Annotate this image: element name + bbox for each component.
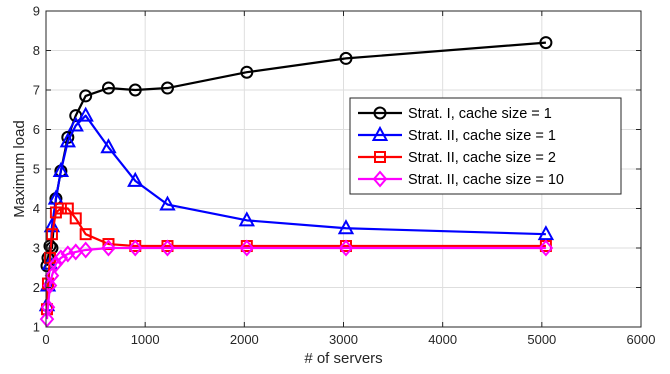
data-point bbox=[100, 138, 117, 154]
legend-marker bbox=[374, 151, 386, 163]
data-point bbox=[52, 161, 70, 177]
legend-label: Strat. II, cache size = 1 bbox=[408, 128, 556, 144]
data-point bbox=[77, 106, 94, 122]
legend-item-3: Strat. II, cache size = 2 bbox=[358, 150, 556, 166]
data-point bbox=[40, 298, 56, 316]
legend-label: Strat. I, cache size = 1 bbox=[408, 106, 552, 122]
legend-marker bbox=[372, 170, 388, 188]
data-point bbox=[239, 239, 255, 257]
axis-ticks: 0 1000 2000 3000 4000 5000 6000 1 2 3 4 5 6 7 8 9 bbox=[33, 4, 656, 348]
data-point bbox=[39, 310, 55, 328]
data-point bbox=[240, 65, 254, 79]
x-tick-label: 1000 bbox=[131, 332, 160, 347]
data-point bbox=[160, 81, 174, 95]
x-tick-label: 2000 bbox=[230, 332, 259, 347]
x-tick-label: 5000 bbox=[527, 332, 556, 347]
y-tick-label: 1 bbox=[33, 320, 40, 335]
data-point bbox=[101, 239, 116, 257]
data-point bbox=[48, 255, 64, 273]
legend-marker bbox=[373, 106, 387, 120]
data-point bbox=[53, 249, 69, 267]
y-tick-label: 6 bbox=[33, 122, 40, 137]
series-line bbox=[45, 207, 546, 310]
data-point bbox=[128, 83, 142, 97]
y-tick-label: 4 bbox=[33, 201, 40, 216]
series-line bbox=[45, 246, 546, 320]
x-tick-label: 0 bbox=[42, 332, 49, 347]
y-tick-label: 7 bbox=[33, 83, 40, 98]
series-4 bbox=[39, 239, 554, 328]
data-point bbox=[67, 116, 84, 132]
y-tick-label: 3 bbox=[33, 241, 40, 256]
y-axis-title: Maximum load bbox=[11, 120, 28, 218]
data-point bbox=[127, 171, 144, 187]
data-point bbox=[59, 132, 76, 148]
legend-label: Strat. II, cache size = 2 bbox=[408, 150, 556, 166]
legend-item-1: Strat. I, cache size = 1 bbox=[358, 106, 552, 122]
data-point bbox=[537, 225, 555, 241]
data-point bbox=[69, 212, 82, 225]
y-tick-label: 5 bbox=[33, 162, 40, 177]
legend-label: Strat. II, cache size = 10 bbox=[408, 172, 564, 188]
x-tick-label: 3000 bbox=[329, 332, 358, 347]
data-point bbox=[127, 239, 143, 257]
legend-marker bbox=[371, 125, 389, 141]
data-point bbox=[159, 195, 176, 211]
legend-item-4: Strat. II, cache size = 10 bbox=[358, 170, 564, 188]
data-point bbox=[337, 219, 355, 235]
x-tick-label: 4000 bbox=[428, 332, 457, 347]
series-3 bbox=[40, 202, 552, 316]
data-point bbox=[61, 202, 74, 215]
data-point bbox=[538, 239, 554, 257]
data-point bbox=[238, 211, 255, 227]
data-point bbox=[101, 81, 115, 95]
legend-item-2: Strat. II, cache size = 1 bbox=[358, 125, 556, 144]
series-layer bbox=[38, 36, 555, 328]
data-point bbox=[78, 241, 93, 259]
data-point bbox=[44, 267, 60, 285]
data-point bbox=[338, 239, 354, 257]
data-point bbox=[79, 228, 92, 241]
y-tick-label: 2 bbox=[33, 280, 40, 295]
legend: Strat. I, cache size = 1 Strat. II, cache… bbox=[349, 97, 622, 195]
data-point bbox=[539, 36, 553, 50]
data-point bbox=[60, 245, 76, 263]
data-point bbox=[45, 228, 58, 241]
data-point bbox=[339, 51, 353, 65]
y-tick-label: 9 bbox=[33, 4, 40, 19]
x-tick-label: 6000 bbox=[627, 332, 656, 347]
x-axis-title: # of servers bbox=[304, 350, 382, 367]
y-tick-label: 8 bbox=[33, 43, 40, 58]
data-point bbox=[79, 89, 93, 103]
data-point bbox=[160, 239, 175, 257]
data-point bbox=[54, 202, 67, 215]
